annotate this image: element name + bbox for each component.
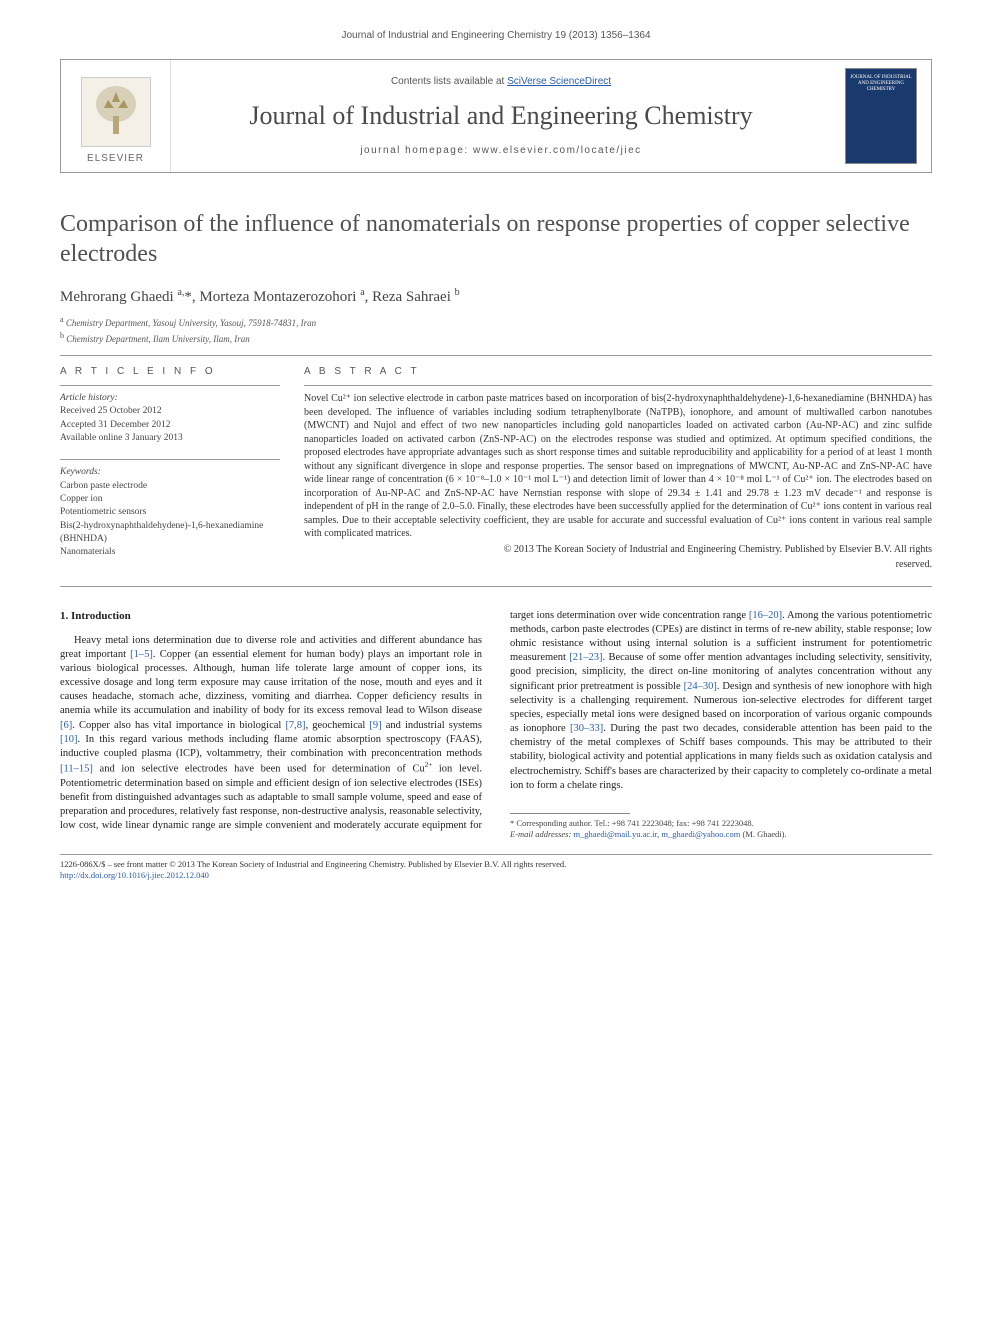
ref-link[interactable]: [21–23]: [569, 652, 602, 663]
footnote-rule: [510, 813, 630, 814]
ref-link[interactable]: [6]: [60, 720, 72, 731]
keyword: Carbon paste electrode: [60, 480, 280, 493]
corresponding-author-footnote: * Corresponding author. Tel.: +98 741 22…: [510, 818, 932, 840]
article-title: Comparison of the influence of nanomater…: [60, 209, 932, 269]
email-link-1[interactable]: m_ghaedi@mail.yu.ac.ir: [573, 829, 657, 839]
masthead-right: JOURNAL OF INDUSTRIAL AND ENGINEERING CH…: [831, 60, 931, 172]
ref-link[interactable]: [24–30]: [684, 681, 717, 692]
email-link-2[interactable]: m_ghaedi@yahoo.com: [661, 829, 740, 839]
abstract-column: A B S T R A C T Novel Cu²⁺ ion selective…: [304, 366, 932, 572]
email-label: E-mail addresses:: [510, 829, 573, 839]
homepage-prefix: journal homepage:: [360, 145, 473, 156]
footer-rule: [60, 854, 932, 855]
abstract-heading: A B S T R A C T: [304, 366, 932, 377]
cover-thumb-text: JOURNAL OF INDUSTRIAL AND ENGINEERING CH…: [846, 75, 916, 93]
divider-rule: [60, 355, 932, 356]
ref-link[interactable]: [9]: [369, 720, 381, 731]
body-text: 1. Introduction Heavy metal ions determi…: [60, 609, 932, 840]
online-date: Available online 3 January 2013: [60, 432, 280, 445]
doi-link[interactable]: http://dx.doi.org/10.1016/j.jiec.2012.12…: [60, 870, 209, 880]
journal-masthead: ELSEVIER Contents lists available at Sci…: [60, 59, 932, 173]
keyword: Copper ion: [60, 493, 280, 506]
journal-cover-thumbnail: JOURNAL OF INDUSTRIAL AND ENGINEERING CH…: [845, 68, 917, 164]
article-history: Article history: Received 25 October 201…: [60, 392, 280, 445]
contents-prefix: Contents lists available at: [391, 76, 507, 87]
keyword: Bis(2-hydroxynaphthaldehydene)-1,6-hexan…: [60, 520, 280, 547]
author-list: Mehrorang Ghaedi a,*, Morteza Montazeroz…: [60, 287, 932, 306]
section-heading: 1. Introduction: [60, 609, 482, 624]
ref-link[interactable]: [10]: [60, 734, 78, 745]
divider-rule-2: [60, 586, 932, 587]
affiliation: a Chemistry Department, Yasouj Universit…: [60, 314, 932, 330]
article-info-heading: A R T I C L E I N F O: [60, 366, 280, 377]
abstract-copyright-1: © 2013 The Korean Society of Industrial …: [304, 543, 932, 557]
homepage-url: www.elsevier.com/locate/jiec: [473, 145, 642, 156]
intro-paragraph: Heavy metal ions determination due to di…: [60, 609, 932, 840]
abstract-text: Novel Cu²⁺ ion selective electrode in ca…: [304, 392, 932, 541]
keywords-label: Keywords:: [60, 466, 280, 479]
affiliations: a Chemistry Department, Yasouj Universit…: [60, 314, 932, 345]
masthead-center: Contents lists available at SciVerse Sci…: [171, 60, 831, 172]
corr-tel-fax: * Corresponding author. Tel.: +98 741 22…: [510, 818, 932, 829]
homepage-line: journal homepage: www.elsevier.com/locat…: [360, 145, 641, 156]
ref-link[interactable]: [30–33]: [570, 723, 603, 734]
elsevier-tree-icon: [81, 77, 151, 147]
ref-link[interactable]: [11–15]: [60, 764, 93, 775]
corr-emails: E-mail addresses: m_ghaedi@mail.yu.ac.ir…: [510, 829, 932, 840]
footer-copyright: 1226-086X/$ – see front matter © 2013 Th…: [60, 859, 932, 881]
history-label: Article history:: [60, 392, 280, 405]
article-info-column: A R T I C L E I N F O Article history: R…: [60, 366, 280, 572]
abstract-copyright-2: reserved.: [304, 558, 932, 572]
contents-line: Contents lists available at SciVerse Sci…: [391, 76, 611, 87]
publisher-block: ELSEVIER: [61, 60, 171, 172]
keyword: Potentiometric sensors: [60, 506, 280, 519]
ref-link[interactable]: [7,8]: [285, 720, 305, 731]
affiliation: b Chemistry Department, Ilam University,…: [60, 330, 932, 346]
journal-title: Journal of Industrial and Engineering Ch…: [249, 101, 752, 131]
info-abstract-row: A R T I C L E I N F O Article history: R…: [60, 366, 932, 572]
ref-link[interactable]: [16–20]: [749, 610, 782, 621]
footer-line-1: 1226-086X/$ – see front matter © 2013 Th…: [60, 859, 932, 870]
received-date: Received 25 October 2012: [60, 405, 280, 418]
keyword: Nanomaterials: [60, 546, 280, 559]
ref-link[interactable]: [1–5]: [130, 649, 153, 660]
publisher-name: ELSEVIER: [87, 153, 144, 164]
sciencedirect-link[interactable]: SciVerse ScienceDirect: [507, 76, 611, 87]
email-suffix: (M. Ghaedi).: [740, 829, 786, 839]
accepted-date: Accepted 31 December 2012: [60, 419, 280, 432]
keywords-block: Keywords: Carbon paste electrodeCopper i…: [60, 466, 280, 559]
running-header: Journal of Industrial and Engineering Ch…: [60, 30, 932, 41]
